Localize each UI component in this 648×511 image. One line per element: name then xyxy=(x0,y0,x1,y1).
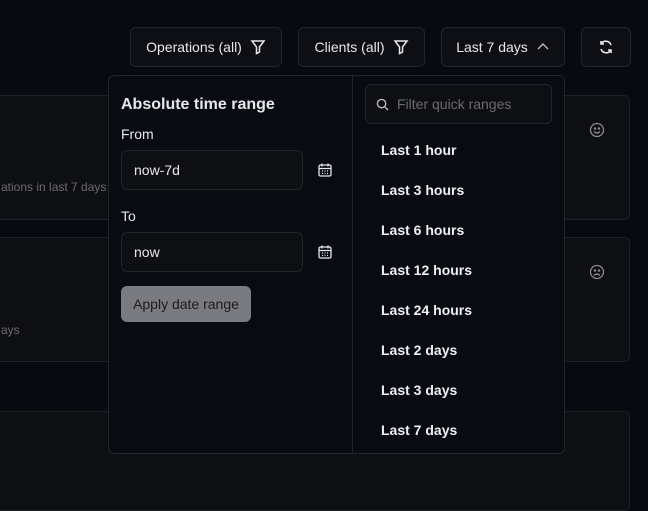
popover-title: Absolute time range xyxy=(121,96,275,113)
quick-range-item[interactable]: Last 12 hours xyxy=(381,262,473,278)
time-range-button[interactable]: Last 7 days xyxy=(441,27,565,67)
refresh-icon xyxy=(600,40,612,54)
clients-filter-button[interactable]: Clients (all) xyxy=(298,27,425,67)
filter-icon xyxy=(250,40,266,55)
quick-range-search[interactable]: Filter quick ranges xyxy=(365,84,552,124)
operations-filter-button[interactable]: Operations (all) xyxy=(130,27,282,67)
calendar-icon[interactable] xyxy=(317,244,333,260)
refresh-button[interactable] xyxy=(581,27,631,67)
quick-range-item[interactable]: Last 1 hour xyxy=(381,142,457,158)
quick-range-item[interactable]: Last 2 days xyxy=(381,342,458,358)
calendar-icon[interactable] xyxy=(317,162,333,178)
to-input[interactable]: now xyxy=(121,232,303,272)
quick-range-item[interactable]: Last 6 hours xyxy=(381,222,465,238)
quick-range-item[interactable]: Last 7 days xyxy=(381,422,458,438)
smile-icon xyxy=(589,122,605,138)
quick-range-item[interactable]: Last 3 hours xyxy=(381,182,465,198)
filter-icon xyxy=(393,40,408,55)
from-input[interactable]: now-7d xyxy=(121,150,303,190)
frown-icon xyxy=(589,264,605,280)
time-range-popover: Absolute time range From now-7d To now A… xyxy=(108,75,565,454)
quick-range-item[interactable]: Last 24 hours xyxy=(381,302,473,318)
chevron-up-icon xyxy=(537,43,549,50)
quick-range-item[interactable]: Last 3 days xyxy=(381,382,458,398)
search-icon xyxy=(376,98,389,111)
apply-date-range-button[interactable]: Apply date range xyxy=(121,286,251,322)
